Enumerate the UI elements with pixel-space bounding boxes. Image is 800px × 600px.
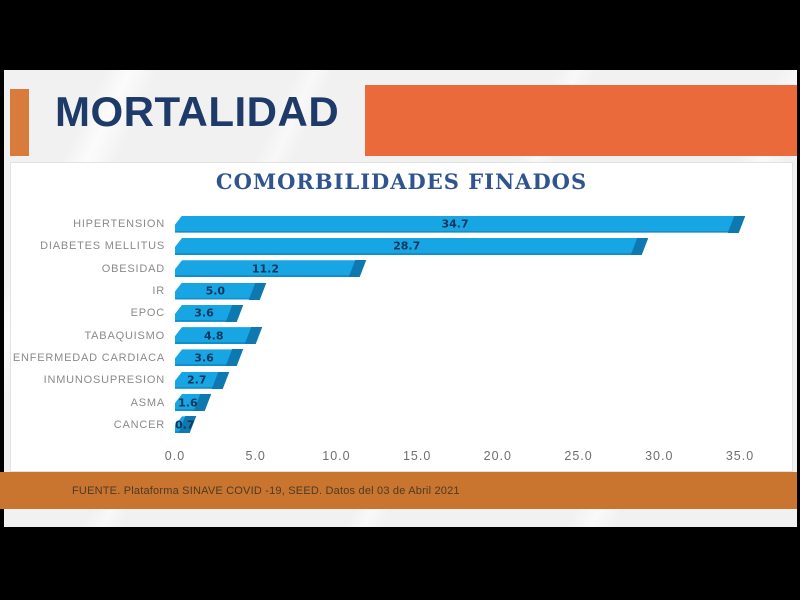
bar-area: 3.6 bbox=[175, 304, 788, 322]
chart-title: COMORBILIDADES FINADOS bbox=[215, 169, 588, 194]
bar-row: TABAQUISMO 4.8 bbox=[11, 324, 788, 346]
chart-panel: COMORBILIDADES FINADOS HIPERTENSION 34.7… bbox=[10, 162, 793, 472]
bar-row: OBESIDAD 11.2 bbox=[11, 258, 788, 280]
bar-area: 3.6 bbox=[175, 349, 788, 367]
bar-area: 1.6 bbox=[175, 394, 788, 412]
bar-area: 11.2 bbox=[175, 260, 788, 278]
orange-accent-square bbox=[10, 89, 29, 156]
bar-value-label: 34.7 bbox=[441, 217, 469, 231]
footer-text: FUENTE. Plataforma SINAVE COVID -19, SEE… bbox=[72, 484, 460, 497]
slide-background: MORTALIDAD COMORBILIDADES FINADOS HIPERT… bbox=[4, 70, 797, 527]
bar-value-label: 2.7 bbox=[187, 373, 207, 387]
bar bbox=[175, 215, 736, 233]
bar-area: 5.0 bbox=[175, 282, 788, 300]
category-label: ENFERMEDAD CARDIACA bbox=[12, 351, 165, 364]
category-label: CANCER bbox=[113, 418, 165, 431]
bar-value-label: 3.6 bbox=[194, 306, 214, 320]
bar-value-label: 11.2 bbox=[251, 262, 279, 276]
bar bbox=[175, 327, 253, 345]
x-tick: 20.0 bbox=[483, 449, 513, 463]
chart-rows: HIPERTENSION 34.7 DIABETES MELLITUS 28.7… bbox=[11, 213, 788, 436]
category-label: OBESIDAD bbox=[101, 262, 165, 275]
bar-row: HIPERTENSION 34.7 bbox=[11, 213, 788, 235]
bar bbox=[175, 260, 356, 278]
bar bbox=[175, 349, 234, 367]
bar-row: ENFERMEDAD CARDIACA 3.6 bbox=[11, 347, 788, 369]
bar bbox=[175, 282, 256, 300]
page-title: MORTALIDAD bbox=[55, 88, 340, 135]
bar-area: 4.8 bbox=[175, 327, 788, 345]
x-tick: 10.0 bbox=[322, 449, 351, 463]
x-tick: 15.0 bbox=[402, 449, 432, 463]
bar bbox=[175, 371, 219, 389]
bar-value-label: 1.6 bbox=[178, 396, 198, 410]
bar-area: 2.7 bbox=[175, 371, 788, 389]
category-label: HIPERTENSION bbox=[73, 218, 165, 231]
bar-area: 34.7 bbox=[175, 215, 788, 233]
bar-value-label: 5.0 bbox=[205, 284, 226, 298]
bar-value-label: 0.7 bbox=[175, 418, 195, 432]
bar-row: DIABETES MELLITUS 28.7 bbox=[11, 235, 788, 257]
bar-area: 0.7 bbox=[175, 416, 788, 434]
x-tick: 35.0 bbox=[725, 449, 755, 463]
category-label: IR bbox=[152, 285, 165, 298]
bar-value-label: 4.8 bbox=[203, 329, 224, 343]
orange-header-band bbox=[365, 85, 797, 156]
bar-row: ASMA 1.6 bbox=[11, 391, 788, 413]
bar-value-label: 28.7 bbox=[393, 239, 421, 253]
x-tick: 5.0 bbox=[245, 449, 266, 463]
bar bbox=[175, 237, 639, 255]
bar-row: INMUNOSUPRESION 2.7 bbox=[11, 369, 788, 391]
bar-area: 28.7 bbox=[175, 237, 788, 255]
x-tick: 25.0 bbox=[564, 449, 593, 463]
x-axis: 0.0 5.0 10.0 15.0 20.0 25.0 30.0 35.0 bbox=[11, 449, 792, 467]
category-label: ASMA bbox=[130, 396, 165, 409]
bar-row: IR 5.0 bbox=[11, 280, 788, 302]
category-label: DIABETES MELLITUS bbox=[40, 240, 165, 253]
category-label: EPOC bbox=[130, 307, 165, 320]
footer-band: FUENTE. Plataforma SINAVE COVID -19, SEE… bbox=[0, 472, 797, 509]
x-tick: 30.0 bbox=[645, 449, 674, 463]
bar-row: CANCER 0.7 bbox=[11, 414, 788, 436]
bar-row: EPOC 3.6 bbox=[11, 302, 788, 324]
category-label: TABAQUISMO bbox=[84, 329, 165, 342]
bar-value-label: 3.6 bbox=[194, 351, 214, 365]
category-label: INMUNOSUPRESION bbox=[43, 374, 165, 387]
bar bbox=[175, 304, 234, 322]
x-tick: 0.0 bbox=[164, 449, 186, 463]
